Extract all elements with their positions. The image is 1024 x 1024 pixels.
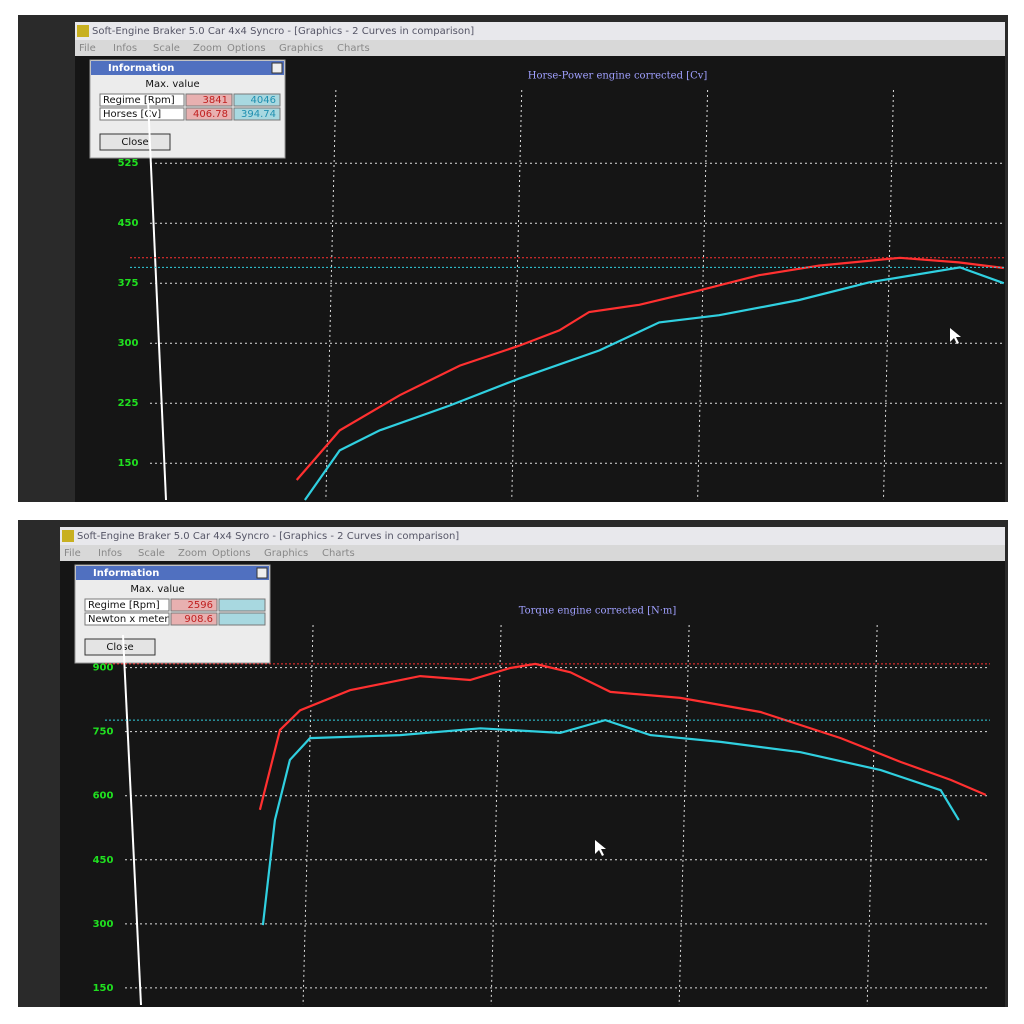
close-button[interactable] [99, 133, 171, 151]
vertical-grid-line [302, 624, 314, 1006]
dialog-title-bar [76, 566, 269, 580]
menu-item[interactable]: File [64, 548, 81, 559]
dialog-close-box[interactable] [271, 62, 283, 74]
menu-item[interactable]: Charts [337, 43, 370, 54]
menu-item[interactable]: Options [212, 548, 251, 559]
dialog-title: Information [93, 568, 159, 579]
row-label: Horses [Cv] [103, 109, 161, 120]
menu-bar [60, 545, 1005, 561]
dialog-heading: Max. value [145, 79, 199, 90]
value-cell [170, 612, 218, 626]
y-tick-label: 450 [118, 218, 139, 229]
close-button[interactable] [84, 638, 156, 656]
menu-item[interactable]: Graphics [279, 43, 323, 54]
y-tick-label: 375 [118, 278, 139, 289]
dialog-heading: Max. value [130, 584, 184, 595]
max-value: 3841 [203, 95, 228, 106]
value-cell [233, 107, 281, 121]
y-tick-label: 225 [118, 398, 139, 409]
curve [261, 718, 960, 926]
row-label-cell [99, 93, 185, 107]
vertical-grid-line [697, 89, 709, 501]
vertical-grid-line [678, 624, 690, 1006]
window-title: Soft-Engine Braker 5.0 Car 4x4 Syncro - … [77, 531, 459, 542]
y-tick-label: 150 [93, 983, 114, 994]
menu-bar [75, 40, 1005, 56]
y-tick-label: 300 [118, 338, 139, 349]
row-label-cell [99, 107, 185, 121]
value-cell [185, 93, 233, 107]
row-label-cell [84, 598, 170, 612]
row-label: Newton x meter [88, 614, 169, 625]
max-value: 406.78 [193, 109, 228, 120]
dialog-title-bar [91, 61, 284, 75]
value-cell [233, 93, 281, 107]
chart-title: Torque engine corrected [N·m] [519, 606, 677, 617]
curve [295, 256, 1004, 481]
mouse-cursor [595, 840, 606, 856]
y-axis [147, 99, 167, 501]
value-cell [185, 107, 233, 121]
menu-item[interactable]: Scale [153, 43, 180, 54]
row-label-cell [84, 612, 170, 626]
y-axis [122, 634, 142, 1006]
menu-item[interactable]: Scale [138, 548, 165, 559]
max-value: 908.6 [184, 614, 213, 625]
curve [258, 662, 987, 811]
y-tick-label: 600 [93, 791, 114, 802]
max-value: 394.74 [241, 109, 276, 120]
close-button-label[interactable]: Close [106, 642, 133, 653]
mouse-cursor [950, 328, 961, 344]
title-bar [75, 22, 1005, 40]
y-tick-label: 150 [118, 458, 139, 469]
menu-item[interactable]: Options [227, 43, 266, 54]
chart-title: Horse-Power engine corrected [Cv] [528, 71, 708, 82]
max-value: 4046 [251, 95, 276, 106]
menu-item[interactable]: File [79, 43, 96, 54]
vertical-grid-line [882, 89, 894, 501]
menu-item[interactable]: Charts [322, 548, 355, 559]
y-tick-label: 450 [93, 855, 114, 866]
vertical-grid-line [866, 624, 878, 1006]
menu-item[interactable]: Graphics [264, 548, 308, 559]
app-icon [62, 530, 74, 542]
y-tick-label: 900 [93, 663, 114, 674]
value-cell [218, 612, 266, 626]
menu-item[interactable]: Zoom [178, 548, 207, 559]
menu-item[interactable]: Infos [113, 43, 137, 54]
y-tick-label: 300 [93, 919, 114, 930]
curve [303, 266, 1005, 501]
dialog-title: Information [108, 63, 174, 74]
vertical-grid-line [511, 89, 523, 501]
window-title: Soft-Engine Braker 5.0 Car 4x4 Syncro - … [92, 26, 474, 37]
close-button-label[interactable]: Close [121, 137, 148, 148]
vertical-grid-line [490, 624, 502, 1006]
app-icon [77, 25, 89, 37]
menu-item[interactable]: Zoom [193, 43, 222, 54]
max-value: 2596 [188, 600, 213, 611]
row-label: Regime [Rpm] [88, 600, 160, 611]
y-tick-label: 750 [93, 727, 114, 738]
dialog-close-box[interactable] [256, 567, 268, 579]
value-cell [218, 598, 266, 612]
menu-item[interactable]: Infos [98, 548, 122, 559]
y-tick-label: 525 [118, 158, 139, 169]
row-label: Regime [Rpm] [103, 95, 175, 106]
value-cell [170, 598, 218, 612]
title-bar [60, 527, 1005, 545]
vertical-grid-line [325, 89, 337, 501]
